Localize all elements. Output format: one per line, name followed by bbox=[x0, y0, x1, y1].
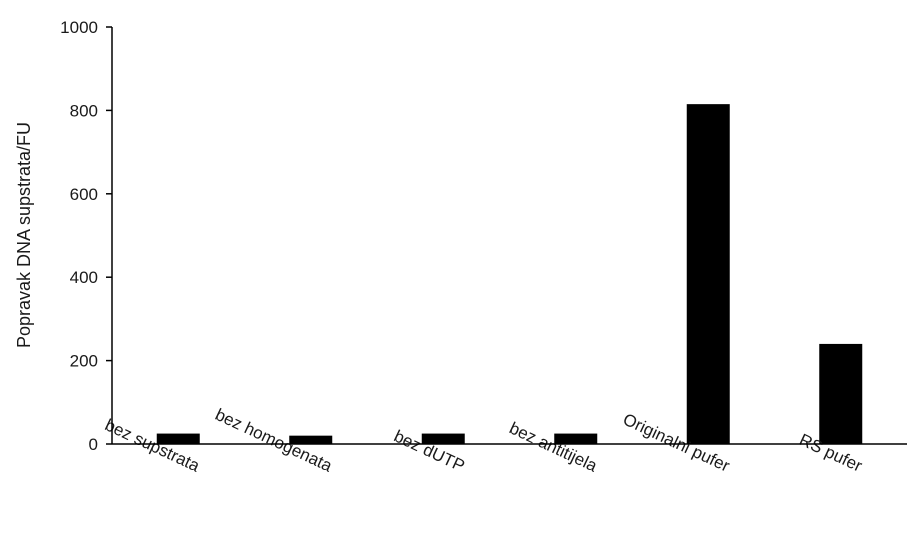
y-tick-label: 1000 bbox=[60, 18, 98, 37]
y-tick-label: 200 bbox=[70, 352, 98, 371]
x-axis-tick-labels: bez supstrata bez homogenata bez dUTP bez a… bbox=[102, 405, 865, 476]
bar bbox=[554, 433, 598, 444]
y-axis-title: Popravak DNA supstrata/FU bbox=[14, 122, 34, 348]
y-tick-label: 800 bbox=[70, 101, 98, 120]
bar bbox=[819, 343, 863, 444]
y-tick-label: 400 bbox=[70, 268, 98, 287]
bar bbox=[686, 104, 730, 445]
y-axis-ticks: 0 200 400 600 800 1000 bbox=[60, 18, 112, 454]
bar bbox=[289, 435, 333, 444]
x-tick-label: bez supstrata bbox=[102, 415, 203, 476]
y-tick-label: 0 bbox=[89, 435, 98, 454]
y-tick-label: 600 bbox=[70, 185, 98, 204]
bar-series bbox=[156, 104, 863, 445]
x-tick-label: bez antitijela bbox=[506, 418, 600, 475]
bar bbox=[156, 433, 200, 444]
bar bbox=[421, 433, 465, 444]
